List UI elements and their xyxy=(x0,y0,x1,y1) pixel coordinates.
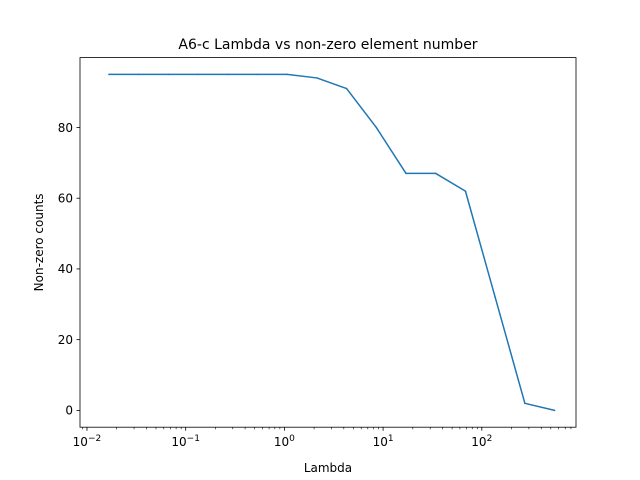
data-point xyxy=(226,73,229,76)
x-tick-label: 100 xyxy=(274,434,295,449)
data-point xyxy=(553,409,556,412)
data-point xyxy=(345,87,348,90)
data-point xyxy=(167,73,170,76)
y-tick-label: 40 xyxy=(58,262,73,276)
x-tick-label: 102 xyxy=(471,434,492,449)
data-point xyxy=(286,73,288,76)
data-point xyxy=(434,172,437,175)
series-line-0 xyxy=(108,73,555,412)
axes-frame xyxy=(79,57,577,428)
plot-area: 10−2 10−1 100 101 102 0 20 40 60 80 xyxy=(58,73,572,449)
x-axis-label: Lambda xyxy=(304,461,352,475)
data-point xyxy=(256,73,259,76)
x-tick-label: 10−2 xyxy=(73,434,102,449)
y-tick-label: 80 xyxy=(58,121,73,135)
data-point xyxy=(197,73,199,76)
y-axis-label: Non-zero counts xyxy=(32,193,46,291)
data-point xyxy=(405,172,407,175)
data-point xyxy=(464,190,467,192)
y-tick-label: 60 xyxy=(58,191,73,205)
data-point xyxy=(108,73,110,76)
data-point xyxy=(524,402,526,405)
y-tick-label: 0 xyxy=(65,404,73,418)
x-tick-label: 10−1 xyxy=(171,434,200,449)
data-point xyxy=(375,126,378,129)
data-point xyxy=(494,296,496,299)
y-tick-label: 20 xyxy=(58,333,73,347)
chart-title: A6-c Lambda vs non-zero element number xyxy=(178,37,477,53)
data-point xyxy=(316,77,318,79)
x-tick-label: 101 xyxy=(373,434,394,449)
data-point xyxy=(137,73,140,76)
